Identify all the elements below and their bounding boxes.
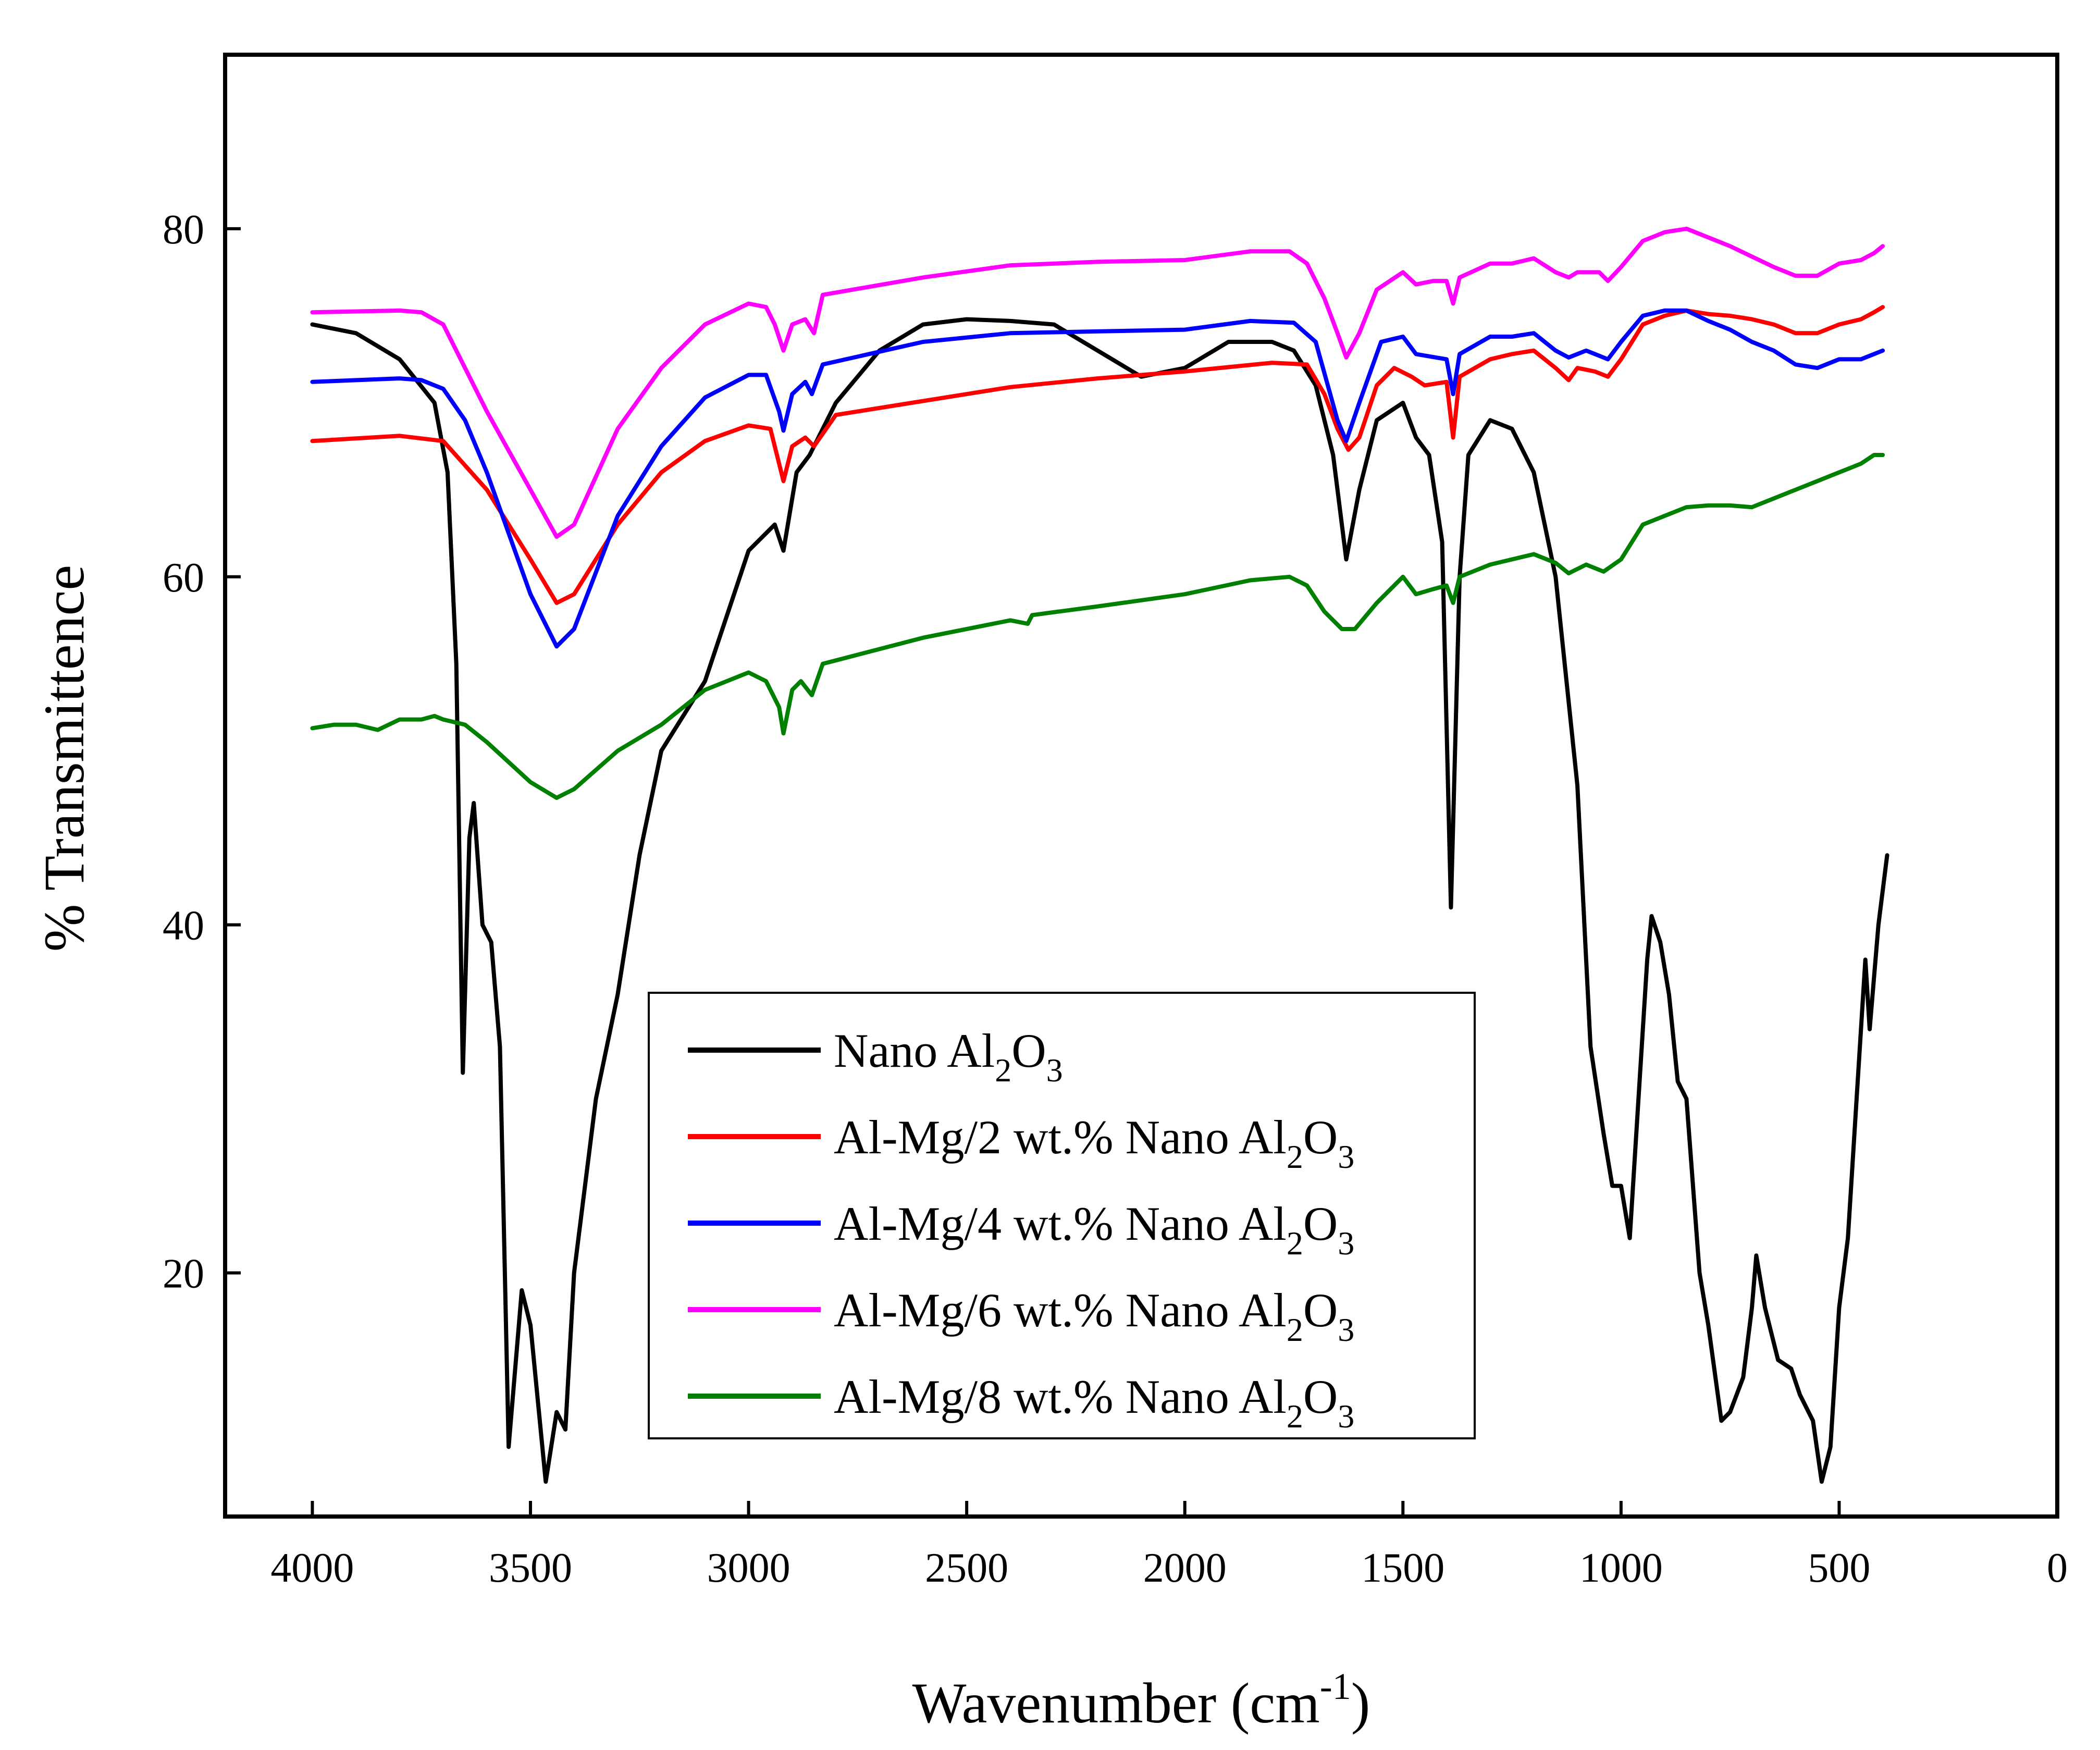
y-axis-title: % Transmittence bbox=[32, 565, 96, 952]
plot-frame bbox=[223, 53, 2059, 1519]
x-tick-label: 1000 bbox=[1579, 1545, 1663, 1591]
x-tick-label: 3000 bbox=[707, 1545, 790, 1591]
y-tick-label: 40 bbox=[163, 903, 204, 949]
series-line-4 bbox=[310, 226, 1885, 539]
x-axis-title-superscript: -1 bbox=[1320, 1666, 1351, 1707]
x-axis-title-suffix: ) bbox=[1351, 1671, 1370, 1735]
axis-ticks: 4000 3500 3000 2500 2000 1500 1000 500 0 20 40 60 80 bbox=[163, 207, 2068, 1591]
y-tick-label: 80 bbox=[163, 207, 204, 253]
x-tick-label: 2500 bbox=[925, 1545, 1008, 1591]
legend-box bbox=[648, 992, 1476, 1439]
x-tick-label: 2000 bbox=[1143, 1545, 1227, 1591]
legend-label-5: Al-Mg/8 wt.% Nano Al2O3 bbox=[834, 1370, 1354, 1435]
series-line-2 bbox=[310, 305, 1885, 605]
legend-label-3: Al-Mg/4 wt.% Nano Al2O3 bbox=[834, 1197, 1354, 1262]
y-tick-label: 60 bbox=[163, 555, 204, 601]
legend-label-1: Nano Al2O3 bbox=[834, 1024, 1063, 1089]
legend-label-4: Al-Mg/6 wt.% Nano Al2O3 bbox=[834, 1284, 1354, 1348]
x-axis-title-main: Wavenumber (cm bbox=[912, 1671, 1320, 1735]
series-line-3 bbox=[310, 308, 1885, 649]
series-group bbox=[310, 226, 1889, 1484]
series-line-5 bbox=[310, 453, 1885, 800]
x-tick-label: 3500 bbox=[489, 1545, 572, 1591]
x-tick-label: 4000 bbox=[270, 1545, 354, 1591]
series-line-1 bbox=[310, 317, 1889, 1484]
x-tick-label: 1500 bbox=[1361, 1545, 1444, 1591]
y-tick-label: 20 bbox=[163, 1251, 204, 1297]
legend: Nano Al2O3 Al-Mg/2 wt.% Nano Al2O3 Al-Mg/4… bbox=[648, 992, 1476, 1439]
legend-label-2: Al-Mg/2 wt.% Nano Al2O3 bbox=[834, 1111, 1354, 1175]
x-tick-label: 500 bbox=[1808, 1545, 1870, 1591]
x-axis-title: Wavenumber (cm-1) bbox=[912, 1666, 1370, 1735]
x-tick-label: 0 bbox=[2047, 1545, 2068, 1591]
legend-items: Nano Al2O3 Al-Mg/2 wt.% Nano Al2O3 Al-Mg/4… bbox=[688, 1024, 1354, 1435]
